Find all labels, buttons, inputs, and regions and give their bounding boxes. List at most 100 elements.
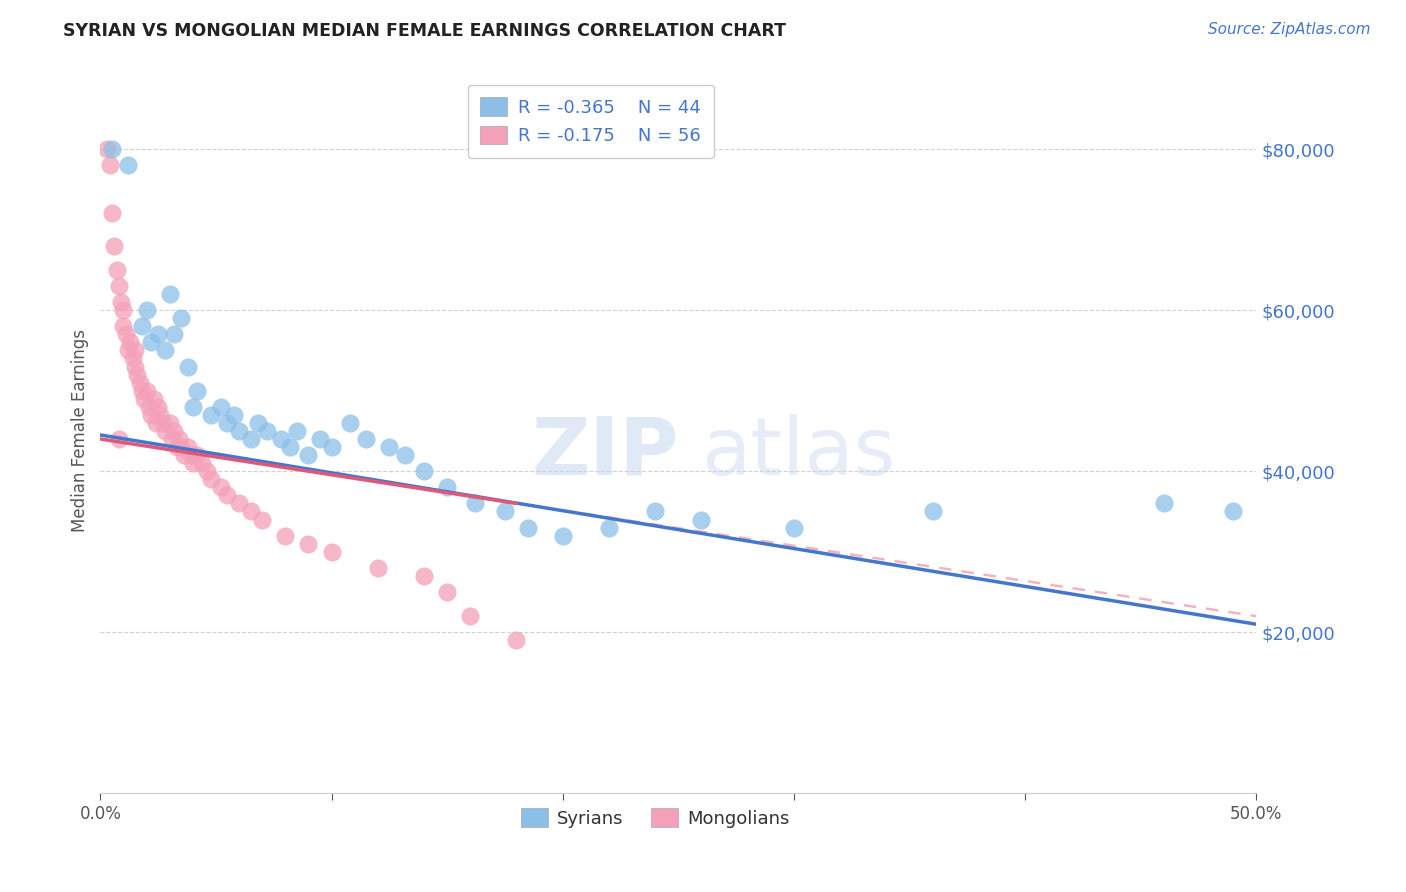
Point	[166, 440, 188, 454]
Point	[163, 327, 186, 342]
Point	[181, 456, 204, 470]
Point	[114, 327, 136, 342]
Point	[209, 400, 232, 414]
Point	[108, 432, 131, 446]
Point	[505, 633, 527, 648]
Point	[112, 303, 135, 318]
Point	[256, 424, 278, 438]
Point	[274, 528, 297, 542]
Point	[378, 440, 401, 454]
Point	[186, 384, 208, 398]
Point	[246, 416, 269, 430]
Point	[141, 335, 163, 350]
Point	[494, 504, 516, 518]
Point	[297, 448, 319, 462]
Point	[195, 464, 218, 478]
Point	[517, 520, 540, 534]
Point	[1222, 504, 1244, 518]
Point	[436, 585, 458, 599]
Point	[217, 416, 239, 430]
Point	[177, 359, 200, 374]
Point	[598, 520, 620, 534]
Point	[224, 408, 246, 422]
Point	[179, 448, 201, 462]
Legend: Syrians, Mongolians: Syrians, Mongolians	[513, 801, 796, 835]
Point	[436, 480, 458, 494]
Point	[153, 424, 176, 438]
Point	[181, 400, 204, 414]
Point	[153, 343, 176, 358]
Point	[250, 512, 273, 526]
Point	[458, 609, 481, 624]
Point	[96, 142, 118, 156]
Point	[110, 295, 132, 310]
Point	[170, 311, 193, 326]
Point	[103, 238, 125, 252]
Point	[159, 287, 181, 301]
Point	[117, 343, 139, 358]
Point	[135, 384, 157, 398]
Point	[160, 432, 183, 446]
Point	[354, 432, 377, 446]
Point	[159, 416, 181, 430]
Text: atlas: atlas	[702, 414, 896, 491]
Point	[309, 432, 332, 446]
Point	[131, 384, 153, 398]
Point	[367, 561, 389, 575]
Point	[228, 424, 250, 438]
Point	[142, 392, 165, 406]
Point	[413, 569, 436, 583]
Point	[239, 504, 262, 518]
Point	[217, 488, 239, 502]
Point	[135, 303, 157, 318]
Point	[394, 448, 416, 462]
Point	[413, 464, 436, 478]
Text: Source: ZipAtlas.com: Source: ZipAtlas.com	[1208, 22, 1371, 37]
Point	[200, 408, 222, 422]
Point	[98, 158, 121, 172]
Point	[149, 408, 172, 422]
Point	[209, 480, 232, 494]
Point	[297, 537, 319, 551]
Point	[167, 432, 190, 446]
Point	[690, 512, 713, 526]
Point	[146, 327, 169, 342]
Point	[644, 504, 666, 518]
Point	[191, 456, 214, 470]
Point	[128, 376, 150, 390]
Point	[177, 440, 200, 454]
Point	[200, 472, 222, 486]
Point	[228, 496, 250, 510]
Point	[783, 520, 806, 534]
Point	[138, 400, 160, 414]
Point	[921, 504, 943, 518]
Point	[239, 432, 262, 446]
Point	[146, 400, 169, 414]
Point	[112, 319, 135, 334]
Point	[321, 545, 343, 559]
Point	[170, 440, 193, 454]
Point	[124, 359, 146, 374]
Point	[134, 392, 156, 406]
Point	[270, 432, 292, 446]
Point	[464, 496, 486, 510]
Text: SYRIAN VS MONGOLIAN MEDIAN FEMALE EARNINGS CORRELATION CHART: SYRIAN VS MONGOLIAN MEDIAN FEMALE EARNIN…	[63, 22, 786, 40]
Point	[1153, 496, 1175, 510]
Point	[285, 424, 308, 438]
Point	[186, 448, 208, 462]
Point	[131, 319, 153, 334]
Point	[121, 351, 143, 366]
Point	[152, 416, 174, 430]
Point	[124, 343, 146, 358]
Y-axis label: Median Female Earnings: Median Female Earnings	[72, 329, 89, 533]
Point	[117, 158, 139, 172]
Point	[108, 279, 131, 293]
Point	[105, 263, 128, 277]
Point	[101, 206, 124, 220]
Point	[173, 448, 195, 462]
Point	[163, 424, 186, 438]
Point	[127, 368, 149, 382]
Point	[551, 528, 574, 542]
Point	[321, 440, 343, 454]
Text: ZIP: ZIP	[531, 414, 678, 491]
